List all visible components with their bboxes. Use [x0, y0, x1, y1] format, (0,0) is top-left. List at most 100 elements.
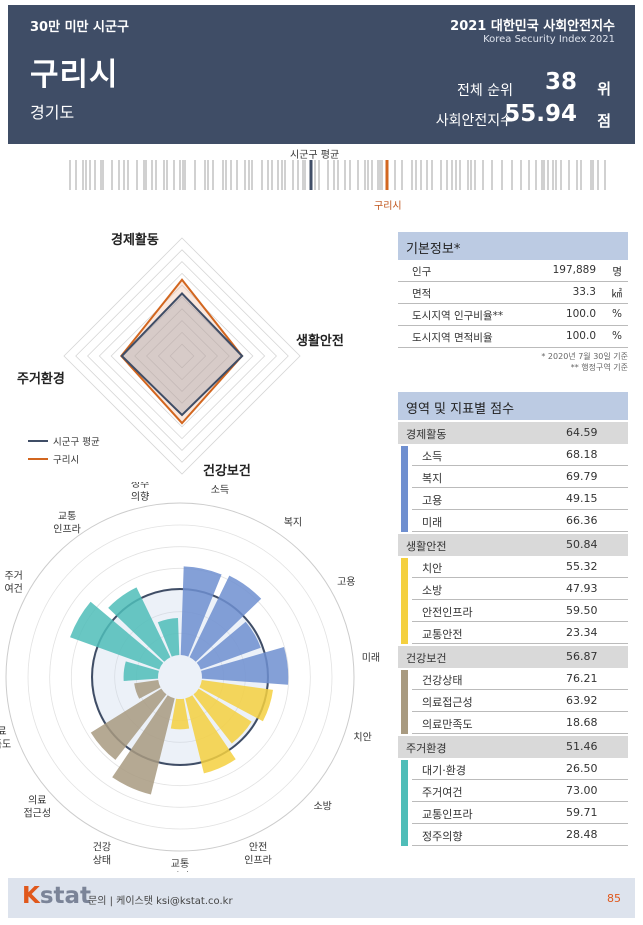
indicator-row: 복지 69.79 — [412, 466, 628, 488]
info-unit: 명 — [612, 266, 622, 278]
indicator-name: 교통인프라 — [422, 808, 473, 821]
info-note-1: * 2020년 7월 30일 기준 — [541, 352, 628, 361]
indicator-score: 47.93 — [566, 582, 598, 595]
indicator-name: 의료접근성 — [422, 696, 473, 709]
polar-bar — [193, 688, 252, 744]
city-name: 구리시 — [30, 57, 119, 93]
info-value: 100.0 — [565, 308, 596, 320]
radar-avg-series — [120, 292, 244, 417]
radar-chart — [63, 237, 301, 475]
indicator-score: 63.92 — [566, 694, 598, 707]
indicator-name: 소득 — [422, 450, 443, 463]
info-row: 면적 33.3 ㎢ — [398, 282, 628, 304]
indicator-row: 안전인프라 59.50 — [412, 600, 628, 622]
indicator-name: 미래 — [422, 516, 443, 529]
polar-label: 고용 — [337, 576, 355, 588]
domain-name: 생활안전 — [406, 540, 447, 553]
domain-color-bar — [401, 760, 408, 846]
indicator-row: 고용 49.15 — [412, 488, 628, 510]
indicator-name: 건강상태 — [422, 674, 463, 687]
polar-label: 정주 의향 — [131, 482, 149, 503]
info-label: 도시지역 면적비율 — [412, 332, 493, 344]
radar-grid-ring — [157, 331, 207, 381]
polar-bar — [185, 695, 236, 774]
polar-bar — [90, 688, 167, 760]
info-row: 도시지역 인구비율** 100.0 % — [398, 304, 628, 326]
indicator-score: 59.50 — [566, 604, 598, 617]
indicator-score: 55.32 — [566, 560, 598, 573]
radar-axis-health: 건강보건 — [203, 464, 251, 479]
indicator-row: 소방 47.93 — [412, 578, 628, 600]
contact-link[interactable]: 문의 | 케이스탯 ksi@kstat.co.kr — [88, 896, 233, 907]
indicator-row: 교통인프라 59.71 — [412, 802, 628, 824]
rank-barcode — [69, 160, 606, 190]
domain-name: 건강보건 — [406, 652, 447, 665]
info-unit: % — [612, 330, 622, 342]
radar-axis-housing: 주거환경 — [17, 372, 65, 387]
radar-legend: 시군구 평균 구리시 — [28, 434, 100, 466]
polar-grid-ring — [70, 567, 290, 787]
indicator-name: 소방 — [422, 584, 443, 597]
domain-row: 주거환경 51.46 — [398, 736, 628, 758]
legend-avg-label: 시군구 평균 — [53, 437, 100, 448]
indicator-score: 66.36 — [566, 514, 598, 527]
polar-label: 의료 접근성 — [23, 795, 51, 820]
indicator-row: 소득 68.18 — [412, 444, 628, 466]
polar-bar — [108, 587, 171, 662]
indicator-row: 교통안전 23.34 — [412, 622, 628, 644]
radar-grid-ring — [63, 237, 301, 475]
info-label: 면적 — [412, 288, 432, 300]
radar-grid-ring — [110, 284, 254, 428]
polar-chart: 소득복지고용미래치안소방안전인프라교통안전건강상태의료접근성의료만족도대기환경주… — [0, 482, 380, 872]
barcode-avg-label: 시군구 평균 — [290, 150, 340, 161]
polar-label: 치안 — [353, 731, 371, 743]
indicator-score: 73.00 — [566, 784, 598, 797]
polar-bar — [170, 698, 190, 730]
indicator-score: 23.34 — [566, 626, 598, 639]
radar-city-series — [119, 278, 244, 425]
info-unit: ㎢ — [611, 288, 623, 300]
indicator-score: 76.21 — [566, 672, 598, 685]
polar-label: 안전 인프라 — [244, 841, 272, 866]
indicator-name: 의료만족도 — [422, 718, 473, 731]
domain-row: 경제활동 64.59 — [398, 422, 628, 444]
info-label: 도시지역 인구비율** — [412, 310, 504, 322]
info-value: 33.3 — [572, 286, 596, 298]
radar-axis-economy: 경제활동 — [111, 233, 159, 248]
score-unit: 점 — [597, 112, 611, 130]
kstat-logo: Kstat — [22, 883, 92, 909]
domain-color-bar — [401, 670, 408, 734]
info-unit: % — [612, 308, 622, 320]
polar-bar — [199, 680, 273, 722]
polar-label: 소방 — [313, 801, 331, 813]
info-value: 197,889 — [552, 264, 596, 276]
domain-row: 생활안전 50.84 — [398, 534, 628, 556]
indicator-name: 교통안전 — [422, 628, 463, 641]
domain-name: 주거환경 — [406, 742, 447, 755]
legend-city-swatch — [28, 458, 48, 460]
indicator-score: 26.50 — [566, 762, 598, 775]
domain-color-bar — [401, 446, 408, 532]
indicator-row: 대기·환경 26.50 — [412, 758, 628, 780]
domain-row: 건강보건 56.87 — [398, 646, 628, 668]
radar-grid-ring — [134, 308, 230, 404]
polar-bar — [112, 695, 175, 795]
indicator-row: 미래 66.36 — [412, 510, 628, 532]
indicator-row: 정주의향 28.48 — [412, 824, 628, 846]
radar-grid-ring — [98, 272, 266, 440]
polar-label: 건강 상태 — [93, 841, 111, 866]
info-label: 인구 — [412, 266, 432, 278]
info-note-2: ** 행정구역 기준 — [570, 363, 628, 372]
indicator-score: 69.79 — [566, 470, 598, 483]
domain-score: 51.46 — [566, 740, 598, 753]
info-value: 100.0 — [565, 330, 596, 342]
rank-unit: 위 — [597, 80, 611, 98]
info-row: 인구 197,889 명 — [398, 260, 628, 282]
polar-grid-ring — [49, 546, 311, 808]
polar-label: 교통 인프라 — [53, 511, 81, 536]
radar-grid-ring — [75, 249, 289, 463]
indicator-score: 68.18 — [566, 448, 598, 461]
polar-label: 소득 — [211, 484, 229, 496]
category-label: 30만 미만 시군구 — [30, 20, 129, 35]
radar-grid-ring — [169, 343, 195, 369]
